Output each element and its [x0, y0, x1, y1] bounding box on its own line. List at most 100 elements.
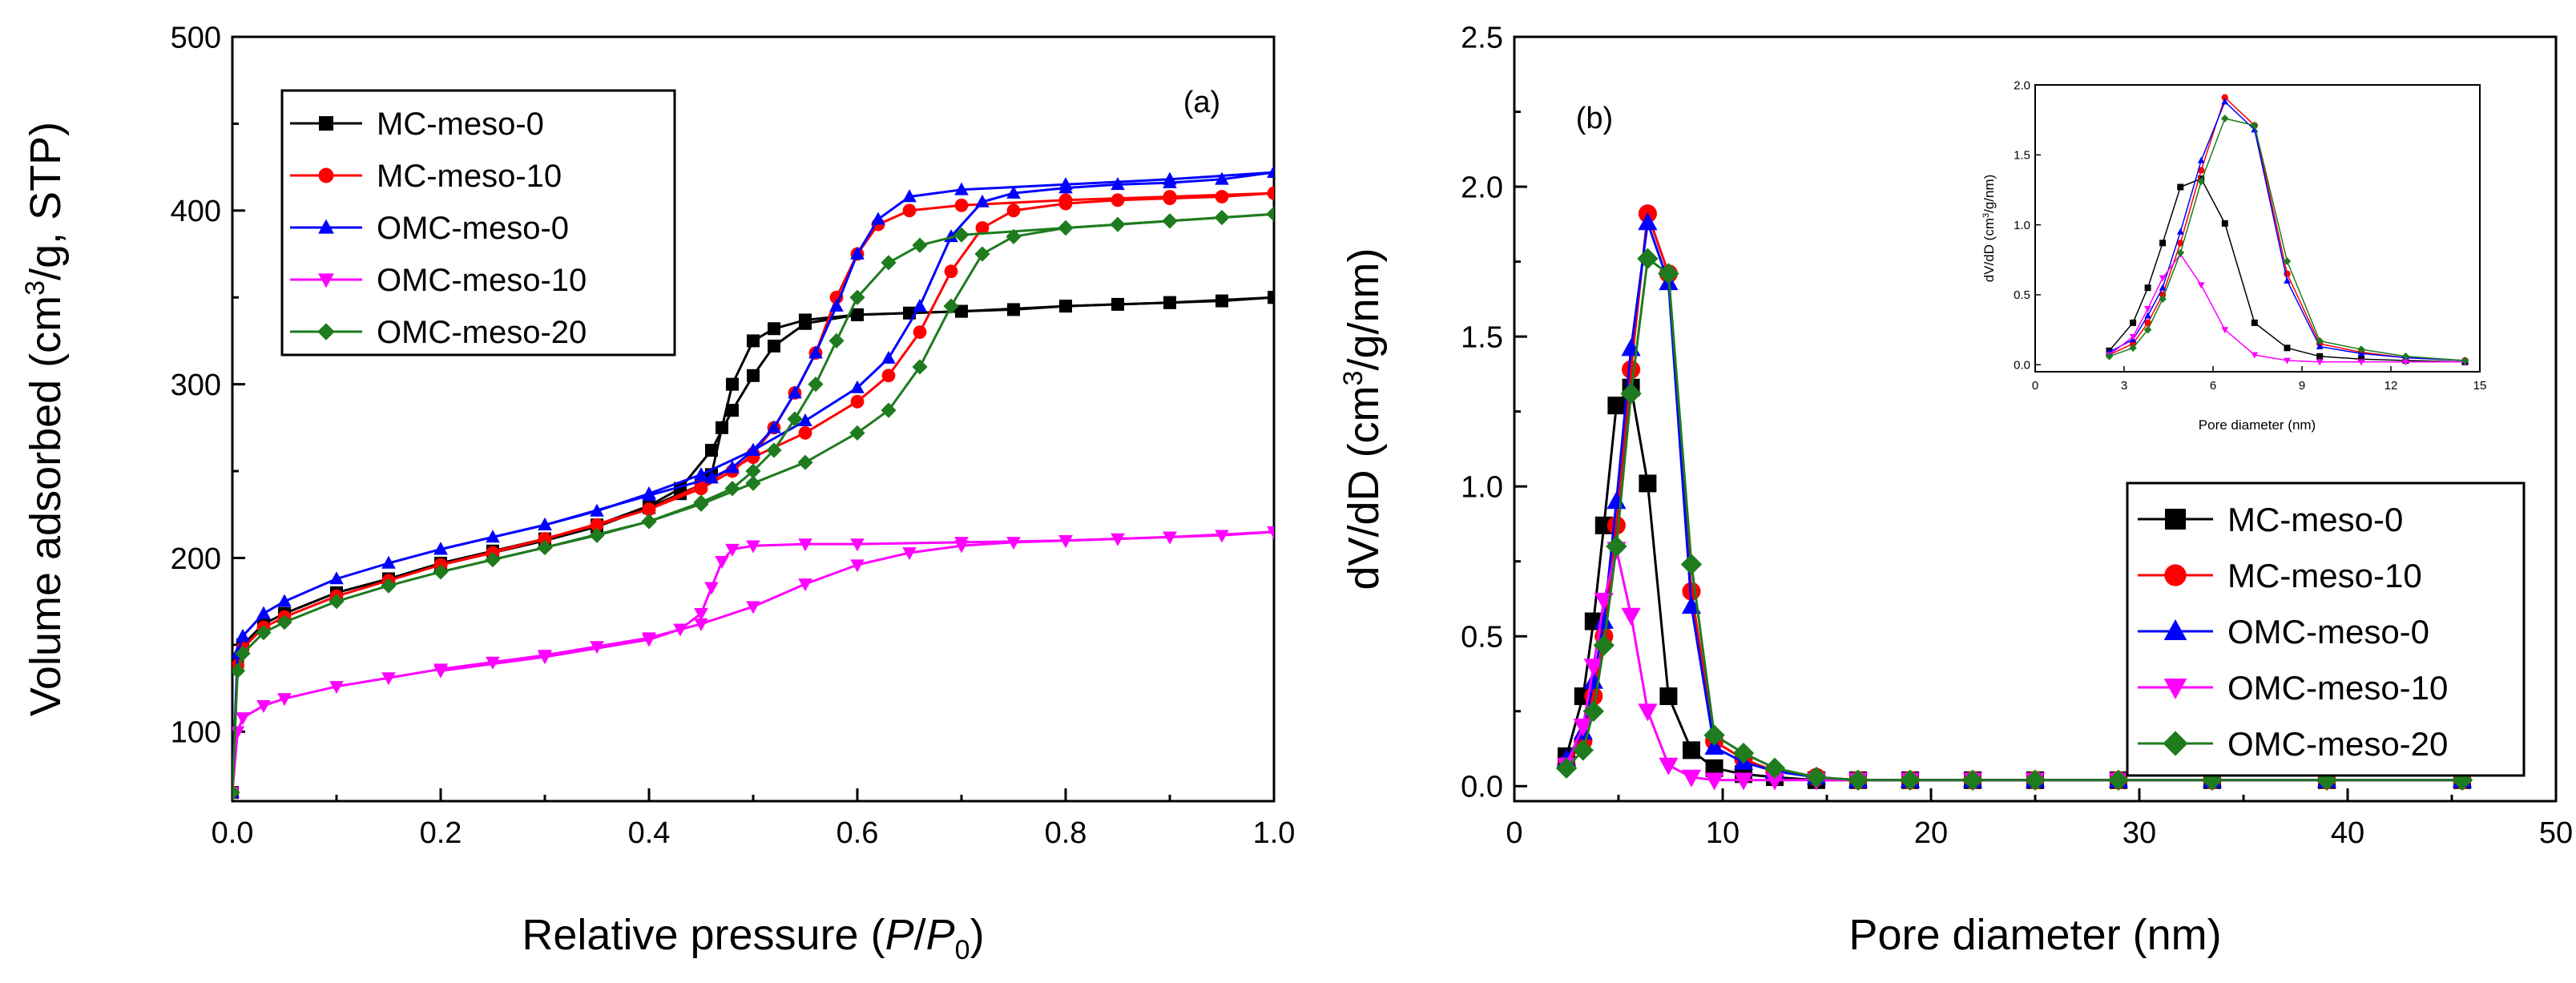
inset-omc-meso-0-point	[2197, 156, 2205, 163]
inset-omc-meso-0-point	[2159, 284, 2167, 291]
panel-a-omc-meso-10-desorption-point	[850, 538, 865, 552]
panel-a-mc-meso-10-desorption-point	[902, 203, 917, 218]
inset-mc-meso-10-point	[2221, 94, 2228, 101]
panel-a-omc-meso-10-desorption-point	[1163, 531, 1177, 545]
panel-a-omc-meso-20-desorption-point	[537, 539, 553, 556]
panel-a-omc-meso-0-desorption-point	[767, 420, 781, 433]
panel-b-x-tick-label: 40	[2331, 816, 2364, 850]
panel-b-legend: MC-meso-0 MC-meso-10 OMC-meso-0 OMC-meso-10…	[2126, 481, 2526, 777]
panel-b-omc-meso-10-point	[1583, 659, 1603, 677]
panel-a-omc-meso-10-desorption-point	[746, 540, 760, 554]
panel-a-omc-meso-0-adsorption-point	[881, 350, 896, 364]
panel-b-omc-meso-10-point	[1621, 607, 1641, 626]
panel-a-omc-meso-10-desorption-point	[798, 538, 812, 552]
panel-a-omc-meso-20-desorption-point	[849, 289, 865, 305]
panel-b-omc-meso-20-point	[1637, 248, 1659, 270]
panel-a-omc-meso-20-adsorption-point	[232, 784, 240, 800]
panel-a-mc-meso-10-adsorption-point	[881, 369, 896, 383]
panel-b-omc-meso-20-point	[1606, 535, 1627, 558]
panel-a-omc-meso-20-desorption-point	[1058, 220, 1074, 236]
panel-b-x-axis-label: Pore diameter (nm)	[1848, 911, 2221, 959]
inset-mc-meso-0-point	[2177, 183, 2184, 191]
panel-a-omc-meso-20-adsorption-point	[329, 594, 345, 610]
panel-a-omc-meso-0-desorption-point	[1058, 177, 1073, 191]
inset-mc-meso-10-point	[2144, 319, 2151, 327]
inset-frame	[2034, 84, 2481, 373]
panel-a-omc-meso-20-adsorption-point	[256, 625, 272, 641]
inset-omc-meso-0-point	[2316, 342, 2324, 349]
panel-a-mc-meso-0-adsorption-point	[726, 404, 739, 417]
inset-omc-meso-20-point	[2283, 257, 2292, 265]
inset-omc-meso-10-point	[2251, 352, 2259, 359]
panel-a-x-tick-label: 0.6	[836, 816, 879, 850]
panel-b-x-tick-label: 50	[2539, 816, 2573, 850]
panel-b-omc-meso-20-point	[1555, 757, 1578, 780]
panel-a-omc-meso-0-adsorption-point	[1006, 185, 1021, 199]
panel-a-omc-meso-0-adsorption-point	[277, 594, 292, 607]
inset-x-tick-label: 9	[2299, 379, 2305, 393]
panel-b-ticks: 0 10 20 30 40 500.00.51.01.52.02.5	[1461, 21, 2573, 850]
inset-x-tick-label: 15	[2473, 379, 2487, 393]
panel-a-omc-meso-10-adsorption-point	[902, 547, 917, 561]
panel-b-omc-meso-0-point	[1606, 491, 1627, 510]
inset-omc-meso-20-point	[2176, 248, 2185, 257]
panel-a-omc-meso-10-desorption-point	[954, 537, 969, 550]
panel-a-omc-meso-0-adsorption-point	[1111, 177, 1125, 191]
panel-b-mc-meso-0-point	[1683, 741, 1700, 759]
panel-a-mc-meso-0-adsorption-point	[747, 369, 760, 382]
panel-b-legend-label: MC-meso-0	[2227, 501, 2403, 538]
panel-a-omc-meso-0-adsorption-point	[798, 413, 812, 426]
inset-x-tick-label: 12	[2385, 379, 2398, 393]
panel-b-legend-label: OMC-meso-20	[2227, 725, 2448, 763]
panel-a-y-axis-label: Volume adsorbed (cm3/g, STP)	[20, 122, 70, 716]
panel-a-omc-meso-20-desorption-point	[881, 255, 897, 271]
panel-b-legend-marker	[2163, 731, 2188, 756]
panel-a-omc-meso-10-adsorption-point	[1006, 537, 1021, 550]
inset-omc-meso-20-point	[2143, 325, 2152, 334]
panel-b-omc-meso-0-point	[1638, 212, 1658, 231]
panel-a-mc-meso-10-desorption-point	[1267, 186, 1274, 200]
panel-b-omc-meso-20-point	[1572, 739, 1594, 761]
panel-b-omc-meso-10-point	[1733, 772, 1754, 791]
panel-a-mc-meso-0-desorption-point	[955, 304, 968, 318]
inset-omc-meso-10-point	[2144, 306, 2151, 313]
inset-omc-meso-20-point	[2461, 357, 2469, 365]
panel-b-omc-meso-20-point	[1961, 769, 1984, 792]
panel-a-omc-meso-20-desorption-point	[912, 237, 928, 253]
panel-a-x-tick-label: 0.8	[1045, 816, 1087, 850]
panel-a-omc-meso-20-desorption-point	[433, 564, 449, 580]
panel-b-mc-meso-0-point	[1705, 759, 1723, 777]
panel-b-x-tick-label: 20	[1914, 816, 1948, 850]
panel-a-omc-meso-10-desorption-point	[1058, 534, 1073, 548]
panel-a-y-tick-label: 400	[171, 195, 221, 228]
inset-omc-meso-10-point	[2316, 359, 2324, 366]
inset-y-tick-label: 1.0	[2014, 219, 2030, 232]
panel-a-ticks: 0.0 0.2 0.4 0.6 0.8 1.0 100 200 300 400 500	[171, 21, 1296, 850]
panel-a-mc-meso-10-desorption-point	[1058, 193, 1073, 207]
panel-a-omc-meso-10-adsorption-point	[277, 693, 292, 707]
panel-a-omc-meso-20-adsorption-point	[232, 663, 246, 679]
panel-a-omc-meso-0-desorption-point	[808, 345, 823, 359]
panel-a-legend-marker	[317, 323, 335, 340]
inset-x-tick-label: 3	[2121, 379, 2127, 393]
panel-b-omc-meso-20-point	[2316, 769, 2338, 792]
panel-b-y-axis-label: dV/dD (cm3/g/nm)	[1338, 248, 1388, 590]
panel-b-label: (b)	[1576, 102, 1613, 135]
panel-b-plot-area	[1555, 204, 2473, 792]
panel-b-legend-marker	[2165, 509, 2186, 530]
inset-omc-meso-20-point	[2159, 295, 2167, 303]
panel-a-omc-meso-0-desorption-point	[1267, 164, 1274, 178]
inset-omc-meso-0-point	[2284, 276, 2291, 284]
inset-mc-meso-0-point	[2144, 284, 2151, 292]
panel-a-omc-meso-0-desorption-point	[954, 182, 969, 195]
panel-a-legend-marker	[318, 273, 334, 288]
inset-omc-meso-20-point	[2251, 121, 2259, 130]
panel-a-omc-meso-10-desorption-point	[673, 623, 687, 637]
panel-a-plot-area	[232, 164, 1274, 800]
panel-a-omc-meso-20-adsorption-point	[849, 425, 865, 441]
panel-a-omc-meso-10-adsorption-point	[850, 559, 865, 573]
panel-b-omc-meso-10-point	[1681, 769, 1702, 788]
panel-a-legend-marker	[318, 219, 334, 234]
panel-a-mc-meso-10-adsorption-point	[975, 221, 990, 235]
